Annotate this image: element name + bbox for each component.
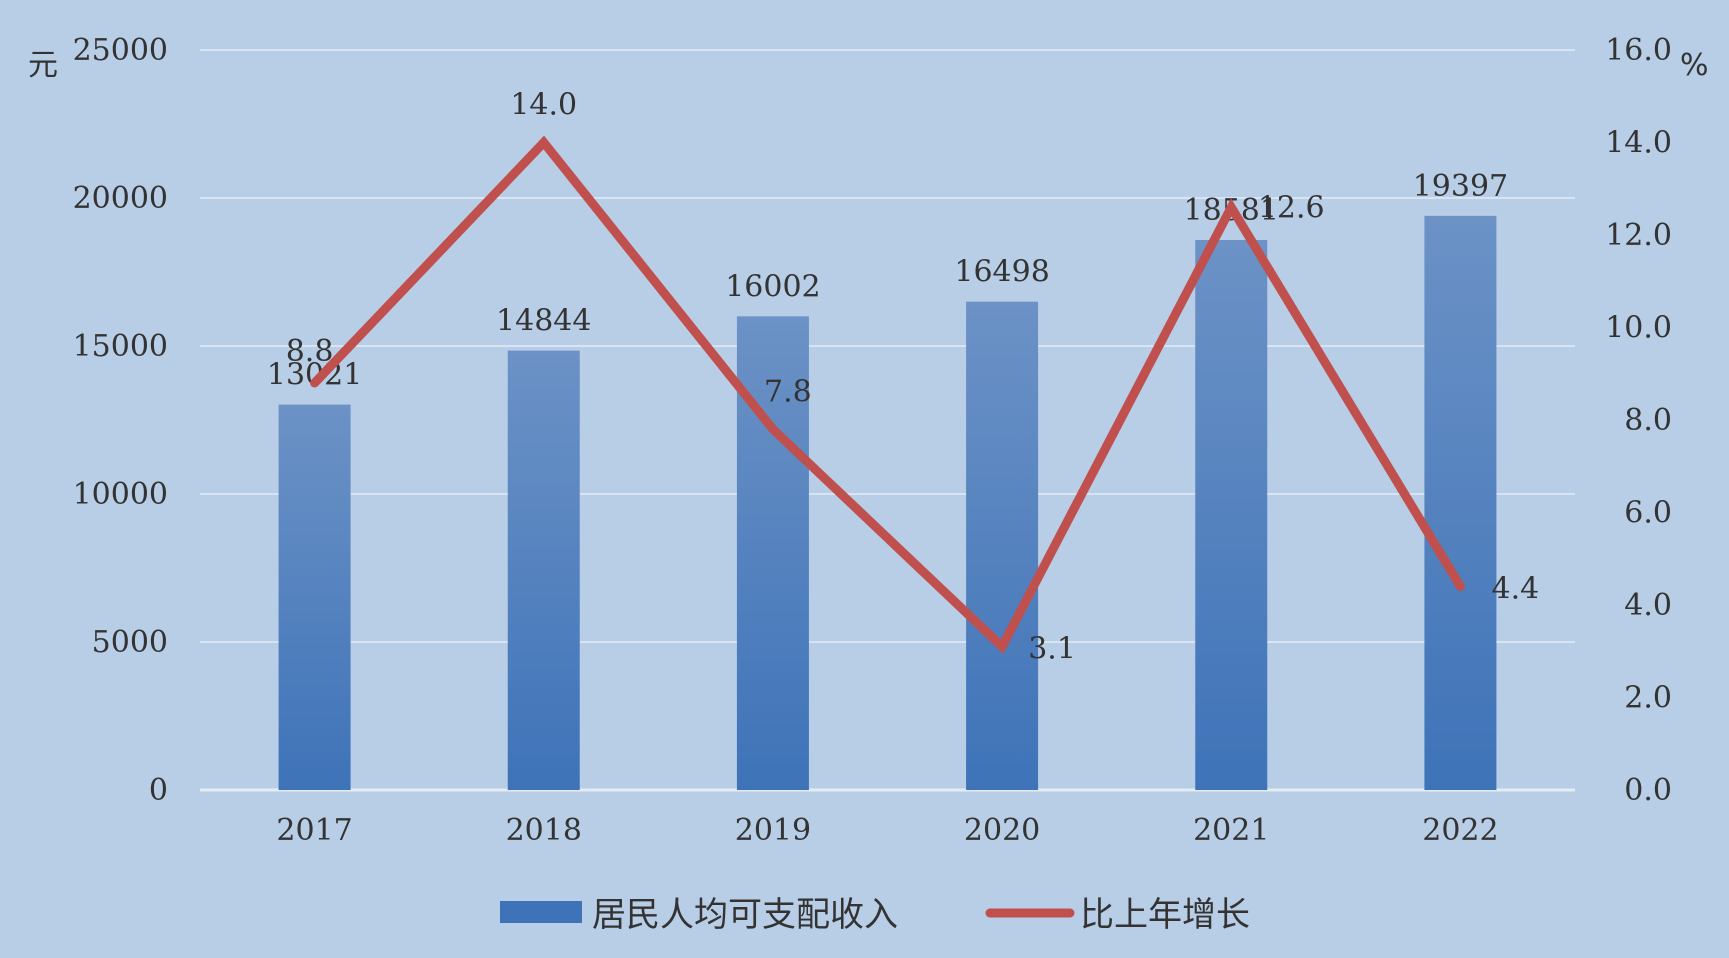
bar bbox=[966, 301, 1039, 790]
left-tick-label: 15000 bbox=[73, 329, 168, 364]
bar bbox=[1424, 215, 1497, 790]
left-tick-label: 25000 bbox=[73, 33, 168, 68]
bar-value-label: 14844 bbox=[496, 304, 591, 339]
line-value-label: 8.8 bbox=[286, 334, 334, 369]
line-series bbox=[310, 135, 1465, 654]
legend-bar-swatch bbox=[500, 901, 582, 923]
left-axis: 0 5000 10000 15000 20000 25000 bbox=[73, 33, 168, 808]
left-tick-label: 0 bbox=[149, 773, 168, 808]
bar-value-label: 19397 bbox=[1413, 169, 1508, 204]
left-tick-label: 10000 bbox=[73, 477, 168, 512]
line-data-labels: 8.8 14.0 7.8 3.1 12.6 4.4 bbox=[286, 88, 1540, 667]
right-tick-label: 10.0 bbox=[1605, 311, 1672, 346]
bar bbox=[507, 350, 580, 790]
gridlines bbox=[200, 49, 1575, 792]
x-tick-label: 2022 bbox=[1422, 813, 1498, 848]
line-point bbox=[999, 643, 1006, 650]
left-tick-label: 5000 bbox=[92, 625, 168, 660]
line-value-label: 4.4 bbox=[1492, 572, 1540, 607]
line-value-label: 12.6 bbox=[1258, 190, 1325, 225]
bar-value-label: 16498 bbox=[954, 255, 1049, 290]
legend-line-label: 比上年增长 bbox=[1080, 895, 1250, 935]
line-point bbox=[1228, 204, 1235, 211]
right-tick-label: 16.0 bbox=[1605, 33, 1672, 68]
line-point bbox=[1457, 583, 1464, 590]
x-tick-label: 2021 bbox=[1193, 813, 1269, 848]
legend: 居民人均可支配收入 比上年增长 bbox=[500, 895, 1250, 935]
legend-bar-label: 居民人均可支配收入 bbox=[592, 895, 898, 935]
right-tick-label: 2.0 bbox=[1624, 681, 1672, 716]
growth-line bbox=[310, 135, 1465, 654]
bar bbox=[1195, 240, 1268, 791]
right-tick-label: 12.0 bbox=[1605, 218, 1672, 253]
left-tick-label: 20000 bbox=[73, 181, 168, 216]
right-axis-unit: % bbox=[1680, 48, 1709, 83]
x-axis: 2017 2018 2019 2020 2021 2022 bbox=[276, 813, 1498, 848]
bar-value-label: 16002 bbox=[725, 269, 820, 304]
x-tick-label: 2017 bbox=[276, 813, 352, 848]
right-tick-label: 6.0 bbox=[1624, 496, 1672, 531]
line-value-label: 14.0 bbox=[510, 88, 577, 123]
right-tick-label: 8.0 bbox=[1624, 403, 1672, 438]
right-tick-label: 14.0 bbox=[1605, 126, 1672, 161]
bar bbox=[278, 404, 351, 790]
x-tick-label: 2019 bbox=[735, 813, 811, 848]
x-tick-label: 2020 bbox=[964, 813, 1040, 848]
right-axis: 0.0 2.0 4.0 6.0 8.0 10.0 12.0 14.0 16.0 bbox=[1605, 33, 1672, 808]
x-tick-label: 2018 bbox=[506, 813, 582, 848]
right-tick-label: 4.0 bbox=[1624, 588, 1672, 623]
left-axis-unit: 元 bbox=[28, 48, 58, 83]
bar-series bbox=[278, 215, 1497, 791]
line-point bbox=[769, 426, 776, 433]
line-point bbox=[540, 139, 547, 146]
right-tick-label: 0.0 bbox=[1624, 773, 1672, 808]
line-point bbox=[311, 380, 318, 386]
line-value-label: 3.1 bbox=[1028, 632, 1076, 667]
line-value-label: 7.8 bbox=[764, 374, 812, 409]
